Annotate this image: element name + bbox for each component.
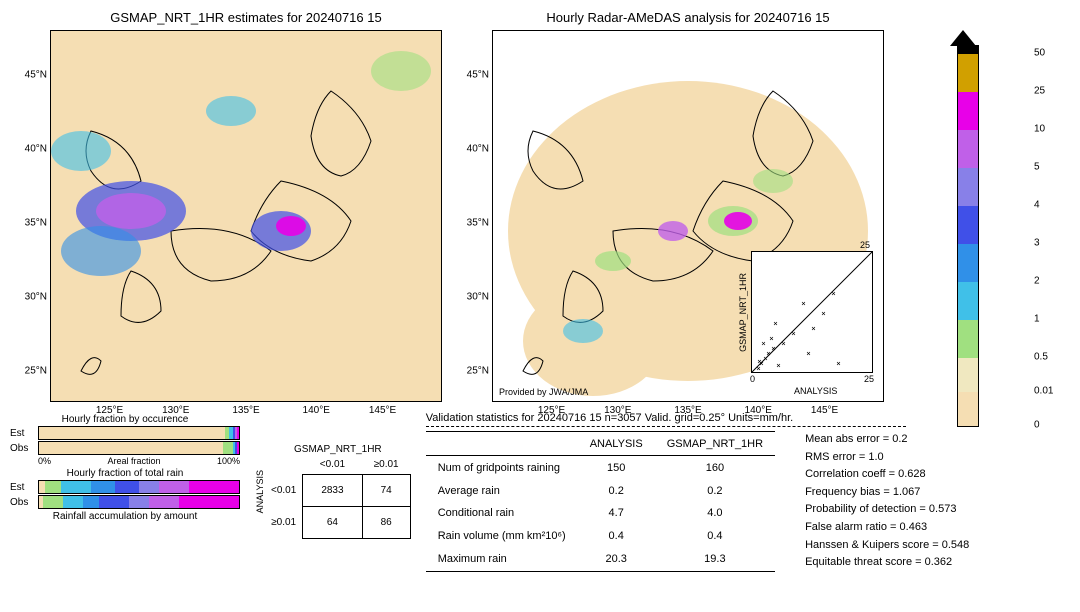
map-left-svg <box>51 31 441 401</box>
map-left: GSMAP_NRT_1HR estimates for 20240716 15 <box>50 10 442 402</box>
provided-label: Provided by JWA/JMA <box>499 387 588 397</box>
map-left-frame: 25°N 30°N 35°N 40°N 45°N 125°E 130°E 135… <box>50 30 442 402</box>
map-right: Hourly Radar-AMeDAS analysis for 2024071… <box>492 10 884 402</box>
confusion-matrix: ANALYSIS GSMAP_NRT_1HR <0.01≥0.01 <0.012… <box>255 412 411 572</box>
validation-stats: Validation statistics for 20240716 15 n=… <box>426 412 970 572</box>
colorbar <box>957 45 979 427</box>
map-left-title: GSMAP_NRT_1HR estimates for 20240716 15 <box>50 10 442 25</box>
map-right-title: Hourly Radar-AMeDAS analysis for 2024071… <box>492 10 884 25</box>
map-right-frame: 25 0 25 ANALYSIS GSMAP_NRT_1HR Provided … <box>492 30 884 402</box>
scatter-inset: 25 0 25 ANALYSIS GSMAP_NRT_1HR <box>751 251 873 373</box>
fraction-bars: Hourly fraction by occurence Est Obs 0%A… <box>10 412 240 572</box>
